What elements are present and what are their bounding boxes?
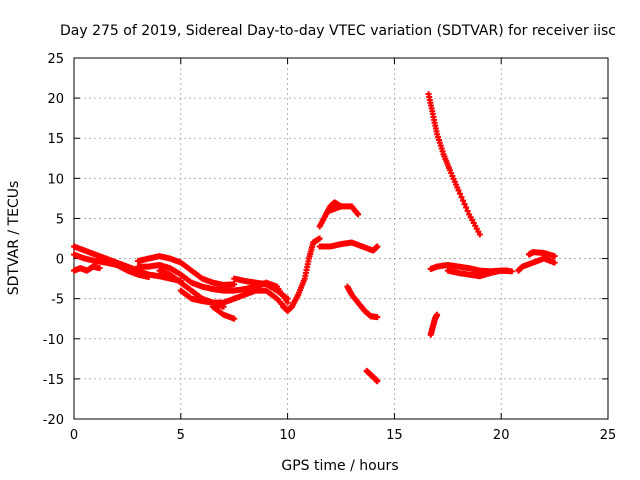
data-point	[463, 204, 470, 211]
series-track-d	[135, 253, 238, 289]
series-track-u	[515, 255, 558, 274]
x-tick-label: 5	[177, 428, 185, 443]
series-track-j	[231, 275, 291, 302]
x-tick-label: 25	[600, 428, 617, 443]
data-point	[374, 243, 381, 250]
data-point	[457, 190, 464, 197]
data-point	[476, 231, 483, 238]
data-point	[434, 311, 441, 318]
data-point	[455, 187, 462, 194]
data-point	[231, 281, 238, 288]
x-tick-label: 0	[70, 428, 78, 443]
series-track-o	[344, 283, 381, 321]
x-tick-label: 15	[386, 428, 403, 443]
chart-title: Day 275 of 2019, Sidereal Day-to-day VTE…	[60, 23, 616, 39]
y-tick-label: 25	[47, 52, 64, 67]
data-point	[374, 314, 381, 321]
data-point	[551, 259, 558, 266]
data-point	[355, 211, 362, 218]
data-point	[316, 235, 323, 242]
data-point	[508, 268, 515, 275]
y-tick-label: -15	[43, 373, 64, 388]
data-point	[458, 194, 465, 201]
series-track-v	[525, 249, 558, 260]
x-tick-label: 20	[493, 428, 510, 443]
y-tick-label: 0	[56, 253, 64, 268]
series-track-b	[71, 251, 152, 281]
series-track-e	[135, 261, 206, 290]
data-point	[460, 197, 467, 204]
data-point	[464, 207, 471, 214]
grid	[74, 58, 608, 419]
data-point	[96, 265, 103, 272]
plot-frame	[73, 57, 609, 420]
x-tick-label: 10	[279, 428, 296, 443]
y-tick-label: 5	[56, 212, 64, 227]
data-point	[284, 295, 291, 302]
series-track-q	[427, 311, 441, 338]
y-axis-label: SDTVAR / TECUs	[6, 181, 22, 296]
y-tick-label: -10	[43, 333, 64, 348]
y-tick-label: 20	[47, 92, 64, 107]
data-point	[145, 274, 152, 281]
series-track-r	[425, 91, 483, 238]
series-track-c	[71, 263, 103, 274]
data-point	[551, 253, 558, 260]
series-track-k	[280, 235, 323, 314]
series-track-n	[316, 239, 381, 254]
data-points	[71, 91, 558, 385]
y-tick-label: -20	[43, 413, 64, 428]
x-axis-label: GPS time / hours	[281, 458, 398, 474]
y-tick-label: 10	[47, 172, 64, 187]
axis-ticks: 0 5 10 15 20 25 -20 -15 -10 -5 0 5 10 15 20 25	[43, 52, 617, 443]
data-point	[461, 201, 468, 208]
series-track-m	[327, 203, 362, 218]
data-point	[231, 315, 238, 322]
y-tick-label: 15	[47, 132, 64, 147]
series-track-t	[444, 267, 515, 280]
data-point	[374, 378, 381, 385]
y-tick-label: -5	[51, 293, 64, 308]
series-track-i	[209, 303, 238, 322]
series-track-p	[363, 367, 381, 385]
